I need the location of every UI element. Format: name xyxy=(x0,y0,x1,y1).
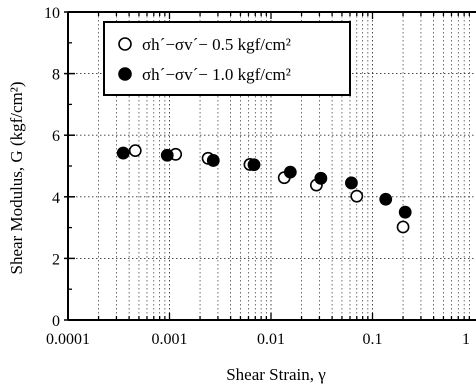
y-tick-label: 0 xyxy=(52,313,60,330)
data-point-filled xyxy=(116,146,130,160)
data-points xyxy=(116,144,412,234)
x-axis-title: Shear Strain, γ xyxy=(226,365,326,384)
data-point-filled xyxy=(247,158,261,172)
data-point-filled xyxy=(160,148,174,162)
data-point-filled xyxy=(398,205,412,219)
y-axis-title: Shear Modulus, G (kgf/cm²) xyxy=(7,81,26,274)
y-tick-label: 10 xyxy=(44,5,60,22)
x-tick-label: 0.001 xyxy=(152,331,188,348)
legend-marker-filled xyxy=(118,67,132,81)
legend-marker-open xyxy=(118,37,132,51)
legend-label: σh´−σv´− 1.0 kgf/cm² xyxy=(142,65,291,84)
x-tick-label: 0.1 xyxy=(363,331,383,348)
axes xyxy=(64,11,476,321)
y-tick-label: 6 xyxy=(52,128,60,145)
data-point-open xyxy=(396,220,410,234)
x-tick-label: 0.0001 xyxy=(46,331,90,348)
y-tick-label: 8 xyxy=(52,67,60,84)
legend: σh´−σv´− 0.5 kgf/cm² σh´−σv´− 1.0 kgf/cm² xyxy=(103,21,351,96)
x-tick-label: 0.01 xyxy=(257,331,285,348)
legend-label: σh´−σv´− 0.5 kgf/cm² xyxy=(142,35,291,54)
data-point-filled xyxy=(345,176,358,190)
x-tick-label: 1 xyxy=(462,331,470,348)
data-point-filled xyxy=(283,165,297,179)
data-point-filled xyxy=(314,171,328,185)
legend-box xyxy=(103,21,351,96)
y-tick-label: 4 xyxy=(52,190,60,207)
data-point-filled xyxy=(206,154,220,167)
data-point-open xyxy=(350,189,364,203)
data-point-open xyxy=(128,144,142,157)
data-point-filled xyxy=(379,192,393,206)
y-tick-label: 2 xyxy=(52,251,60,268)
